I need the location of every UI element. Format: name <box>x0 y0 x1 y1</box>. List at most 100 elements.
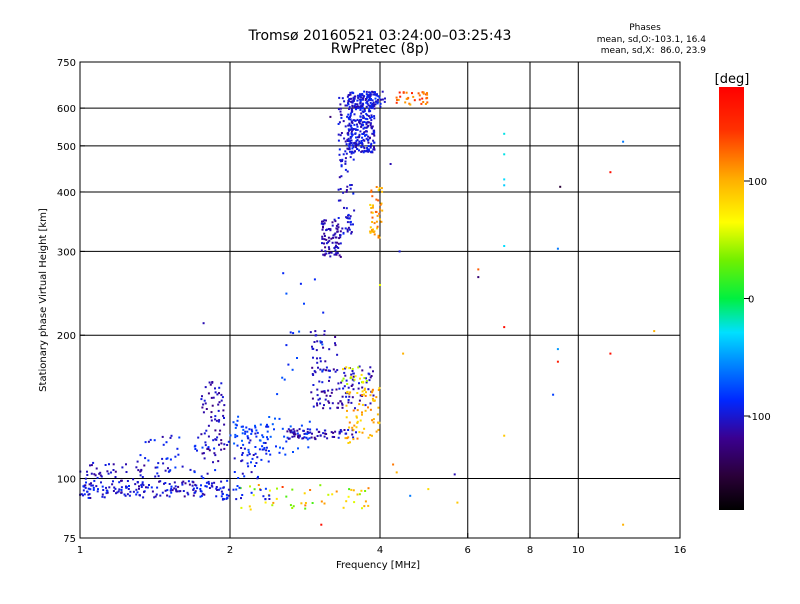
data-point <box>349 100 352 103</box>
data-point <box>380 98 383 101</box>
data-point <box>378 212 381 215</box>
data-point <box>352 145 355 148</box>
data-point <box>336 228 339 231</box>
data-point <box>337 247 340 249</box>
data-point <box>200 484 202 487</box>
data-point <box>337 223 340 226</box>
data-point <box>609 171 612 174</box>
data-point <box>134 483 137 486</box>
data-point <box>121 466 124 469</box>
data-point <box>345 500 348 503</box>
y-tick-label: 100 <box>57 475 76 486</box>
data-point <box>333 233 336 236</box>
data-point <box>409 103 412 106</box>
data-point <box>368 108 371 111</box>
data-point <box>609 352 612 355</box>
data-point <box>222 414 225 417</box>
data-point <box>351 396 354 399</box>
data-point <box>159 494 162 497</box>
data-point <box>214 429 217 432</box>
data-point <box>368 97 371 100</box>
data-point <box>372 370 374 373</box>
data-point <box>268 498 271 500</box>
data-point <box>317 430 320 433</box>
data-point <box>157 475 160 478</box>
data-point <box>324 432 327 435</box>
data-point <box>365 130 368 133</box>
data-point <box>346 437 349 440</box>
data-point <box>381 209 384 212</box>
data-point <box>346 221 349 224</box>
data-point <box>363 108 366 111</box>
data-point <box>367 372 370 375</box>
data-point <box>322 220 325 223</box>
data-point <box>353 95 356 98</box>
data-point <box>376 93 378 96</box>
data-point <box>340 114 343 116</box>
data-point <box>405 91 408 94</box>
data-point <box>320 341 323 343</box>
data-point <box>169 489 172 492</box>
data-point <box>245 426 248 429</box>
data-point <box>352 192 355 195</box>
data-point <box>195 484 198 487</box>
data-point <box>381 190 384 193</box>
data-point <box>327 400 330 403</box>
data-point <box>127 488 130 490</box>
data-point <box>426 93 429 96</box>
data-point <box>325 394 328 397</box>
data-point <box>289 331 292 334</box>
data-point <box>360 140 363 142</box>
data-point <box>373 115 376 118</box>
data-point <box>367 436 370 439</box>
data-point <box>374 93 376 96</box>
data-point <box>314 330 317 333</box>
data-point <box>373 399 376 402</box>
data-point <box>365 379 368 382</box>
data-point <box>341 160 343 162</box>
data-point <box>207 446 210 449</box>
x-tick-label: 4 <box>377 545 383 556</box>
data-point <box>114 476 117 478</box>
data-point <box>215 495 218 498</box>
data-point <box>201 492 204 495</box>
data-point <box>120 479 122 482</box>
data-point <box>247 437 250 440</box>
data-point <box>154 495 157 498</box>
data-point <box>214 391 217 394</box>
data-point <box>373 222 376 225</box>
data-point <box>348 118 351 121</box>
data-point <box>349 114 352 117</box>
data-point <box>90 464 93 467</box>
data-point <box>143 464 146 467</box>
data-point <box>344 168 347 171</box>
data-point <box>350 135 353 138</box>
data-point <box>323 390 326 393</box>
data-point <box>320 390 323 393</box>
data-point <box>347 213 350 216</box>
data-point <box>337 402 340 405</box>
data-point <box>112 463 115 466</box>
data-point <box>552 393 555 396</box>
data-point <box>349 391 352 394</box>
data-point <box>335 490 338 493</box>
data-point <box>359 100 362 102</box>
data-point <box>143 490 145 493</box>
data-point <box>366 118 369 121</box>
data-point <box>323 391 326 394</box>
data-point <box>372 129 375 132</box>
data-point <box>93 473 96 476</box>
data-point <box>248 453 251 456</box>
data-point <box>312 405 315 408</box>
data-point <box>213 481 216 484</box>
data-point <box>336 246 339 248</box>
data-point <box>258 448 261 451</box>
data-point <box>240 425 243 428</box>
data-point <box>201 395 203 398</box>
data-point <box>359 102 362 105</box>
data-point <box>371 229 373 231</box>
data-point <box>83 493 86 496</box>
data-point <box>174 466 177 469</box>
data-point <box>339 400 342 403</box>
data-point <box>363 131 366 134</box>
